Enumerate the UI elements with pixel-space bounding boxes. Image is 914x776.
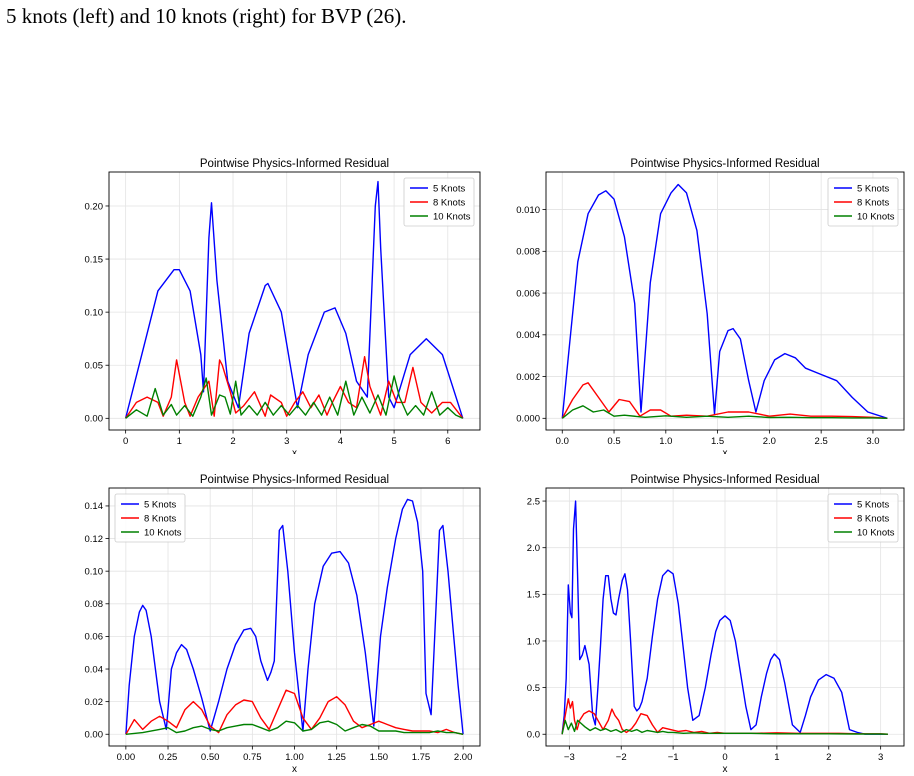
series-line-8-knots <box>561 382 888 419</box>
chart-title: Pointwise Physics-Informed Residual <box>200 158 389 170</box>
series-line-10-knots <box>125 720 464 735</box>
x-tick-label: 3 <box>878 752 883 763</box>
series-line-10-knots <box>125 375 464 419</box>
y-tick-label: 1.5 <box>527 590 540 601</box>
x-tick-label: 2.00 <box>454 752 473 763</box>
y-tick-label: 0.06 <box>85 632 104 643</box>
y-tick-label: 0.10 <box>85 566 104 577</box>
legend-box <box>403 177 475 227</box>
x-tick-label: 4 <box>338 436 343 447</box>
legend-box <box>827 493 899 543</box>
chart-panel-top-right: Pointwise Physics-Informed Residual 0.0 0.… <box>516 158 905 454</box>
y-tick-label: 0.00 <box>85 414 104 425</box>
y-tick-label: 0.12 <box>85 534 104 545</box>
y-tick-label: 0.04 <box>85 664 104 675</box>
x-tick-label: 1.75 <box>412 752 431 763</box>
series-line-8-knots <box>125 355 464 419</box>
series-line-10-knots <box>561 405 888 419</box>
x-tick-label: 0.00 <box>117 752 136 763</box>
y-tick-label: 0.002 <box>516 372 540 383</box>
x-tick-label: 2 <box>826 752 831 763</box>
axes-frame <box>545 487 905 747</box>
x-tick-label: 0.25 <box>159 752 178 763</box>
x-axis-label: x <box>723 448 728 454</box>
chart-title: Pointwise Physics-Informed Residual <box>630 158 819 170</box>
x-tick-label: 0.75 <box>243 752 262 763</box>
y-tick-label: 0.10 <box>85 307 104 318</box>
x-tick-label: 2 <box>230 436 235 447</box>
legend-entry-label: 5 Knots <box>857 183 889 194</box>
legend-box <box>827 177 899 227</box>
series-line-10-knots <box>561 719 888 735</box>
x-axis-label: x <box>723 764 728 774</box>
x-tick-label: 1.5 <box>711 436 724 447</box>
x-tick-label: 1.00 <box>285 752 304 763</box>
legend-entry-label: 10 Knots <box>857 211 895 222</box>
y-tick-label: 0.14 <box>85 501 104 512</box>
x-axis-label: x <box>292 448 297 454</box>
y-tick-label: 0.010 <box>516 205 540 216</box>
axes-frame <box>108 171 481 431</box>
y-tick-label: 0.000 <box>516 414 540 425</box>
x-tick-label: 0 <box>123 436 128 447</box>
y-tick-label: 0.008 <box>516 247 540 258</box>
x-tick-label: −2 <box>616 752 627 763</box>
legend-entry-label: 5 Knots <box>144 499 176 510</box>
legend-entry-label: 5 Knots <box>433 183 465 194</box>
legend-entry-label: 10 Knots <box>857 527 895 538</box>
y-tick-label: 0.20 <box>85 201 104 212</box>
y-tick-label: 0.006 <box>516 288 540 299</box>
axes-frame <box>108 487 481 747</box>
series-line-8-knots <box>125 689 464 735</box>
y-tick-label: 2.5 <box>527 496 540 507</box>
chart-title: Pointwise Physics-Informed Residual <box>630 474 819 486</box>
y-tick-label: 0.004 <box>516 330 540 341</box>
x-tick-label: 0 <box>722 752 727 763</box>
y-tick-label: 0.15 <box>85 254 104 265</box>
y-tick-label: 1.0 <box>527 636 540 647</box>
series-line-5-knots <box>561 500 888 735</box>
legend-entry-label: 8 Knots <box>433 197 465 208</box>
x-tick-label: 0.5 <box>607 436 620 447</box>
y-tick-label: 0.0 <box>527 730 540 741</box>
x-tick-label: 1 <box>177 436 182 447</box>
legend-entry-label: 10 Knots <box>433 211 471 222</box>
x-tick-label: 0.50 <box>201 752 220 763</box>
series-line-5-knots <box>125 498 464 735</box>
y-tick-label: 0.00 <box>85 730 104 741</box>
x-tick-label: −3 <box>564 752 575 763</box>
legend-entry-label: 8 Knots <box>144 513 176 524</box>
y-tick-label: 0.05 <box>85 361 104 372</box>
x-tick-label: 2.5 <box>815 436 828 447</box>
x-tick-label: 1.25 <box>327 752 346 763</box>
x-tick-label: 5 <box>391 436 396 447</box>
x-tick-label: 1.0 <box>659 436 672 447</box>
y-tick-label: 0.08 <box>85 599 104 610</box>
x-tick-label: 1 <box>774 752 779 763</box>
chart-panel-bottom-right: Pointwise Physics-Informed Residual −3 −2 −… <box>527 474 905 774</box>
x-tick-label: 3 <box>284 436 289 447</box>
x-tick-label: 1.50 <box>370 752 389 763</box>
y-tick-label: 0.02 <box>85 697 104 708</box>
series-line-5-knots <box>124 180 464 419</box>
chart-panel-bottom-left: Pointwise Physics-Informed Residual 0.00 0… <box>85 474 481 774</box>
figure-caption: 5 knots (left) and 10 knots (right) for … <box>6 4 407 28</box>
chart-title: Pointwise Physics-Informed Residual <box>200 474 389 486</box>
series-line-5-knots <box>561 183 888 419</box>
x-tick-label: −1 <box>668 752 679 763</box>
x-tick-label: 6 <box>445 436 450 447</box>
legend-entry-label: 10 Knots <box>144 527 182 538</box>
y-tick-label: 2.0 <box>527 543 540 554</box>
legend-entry-label: 8 Knots <box>857 197 889 208</box>
axes-frame <box>545 171 905 431</box>
x-tick-label: 0.0 <box>556 436 569 447</box>
x-tick-label: 3.0 <box>866 436 879 447</box>
legend-box <box>114 493 186 543</box>
x-axis-label: x <box>292 764 297 774</box>
legend-entry-label: 5 Knots <box>857 499 889 510</box>
legend-entry-label: 8 Knots <box>857 513 889 524</box>
x-tick-label: 2.0 <box>763 436 776 447</box>
chart-panel-top-left: Pointwise Physics-Informed Residual 0 1 2 3 4… <box>85 158 481 454</box>
y-tick-label: 0.5 <box>527 683 540 694</box>
